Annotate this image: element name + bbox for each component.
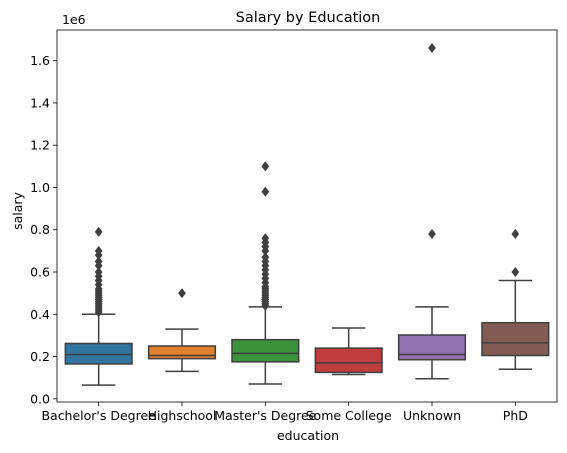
axes-frame bbox=[56, 29, 558, 403]
y-tick-label: 0.8 bbox=[30, 222, 50, 237]
y-tick-label: 1.0 bbox=[30, 180, 50, 195]
x-tick-label: Unknown bbox=[403, 408, 461, 423]
box-unknown bbox=[397, 334, 467, 361]
outlier-point bbox=[261, 252, 270, 263]
x-tick-label: PhD bbox=[503, 408, 528, 423]
outlier-point bbox=[261, 233, 270, 244]
outlier-point bbox=[178, 288, 186, 299]
x-axis-label: education bbox=[277, 428, 339, 443]
box-phd bbox=[481, 321, 550, 357]
x-tick-label: Some College bbox=[306, 408, 392, 423]
x-tick-label: Master's Degree bbox=[214, 408, 316, 423]
box-highschool bbox=[147, 345, 217, 360]
outlier-point bbox=[428, 42, 436, 54]
y-tick-label: 0.0 bbox=[30, 391, 50, 406]
outlier-point bbox=[261, 161, 270, 172]
outlier-point bbox=[94, 245, 103, 256]
chart-title: Salary by Education bbox=[236, 10, 381, 26]
x-tick-label: Highschool bbox=[148, 408, 217, 423]
y-axis-offset-label: 1e6 bbox=[62, 12, 86, 27]
outlier-point bbox=[94, 256, 103, 267]
y-tick-label: 0.2 bbox=[30, 349, 50, 364]
y-tick-label: 1.6 bbox=[30, 53, 50, 68]
y-tick-label: 0.4 bbox=[30, 307, 50, 322]
y-axis-label: salary bbox=[10, 191, 25, 229]
outlier-point bbox=[428, 228, 436, 240]
outlier-point bbox=[94, 266, 103, 278]
box-master-s-degree bbox=[231, 338, 300, 363]
outlier-point bbox=[511, 228, 520, 240]
y-tick-label: 1.2 bbox=[30, 138, 50, 153]
plot-area: 0.0 0.2 0.4 0.6 0.8 1.0 1.2 1.4 1.6 Bachelor's De… bbox=[30, 29, 558, 423]
outlier-point bbox=[94, 226, 103, 237]
outlier-point bbox=[261, 186, 270, 197]
y-tick-label: 1.4 bbox=[30, 95, 50, 110]
outlier-point bbox=[511, 266, 520, 278]
box-some-college bbox=[314, 347, 383, 374]
x-tick-label: Bachelor's Degree bbox=[41, 408, 156, 423]
y-tick-label: 0.6 bbox=[30, 265, 50, 280]
